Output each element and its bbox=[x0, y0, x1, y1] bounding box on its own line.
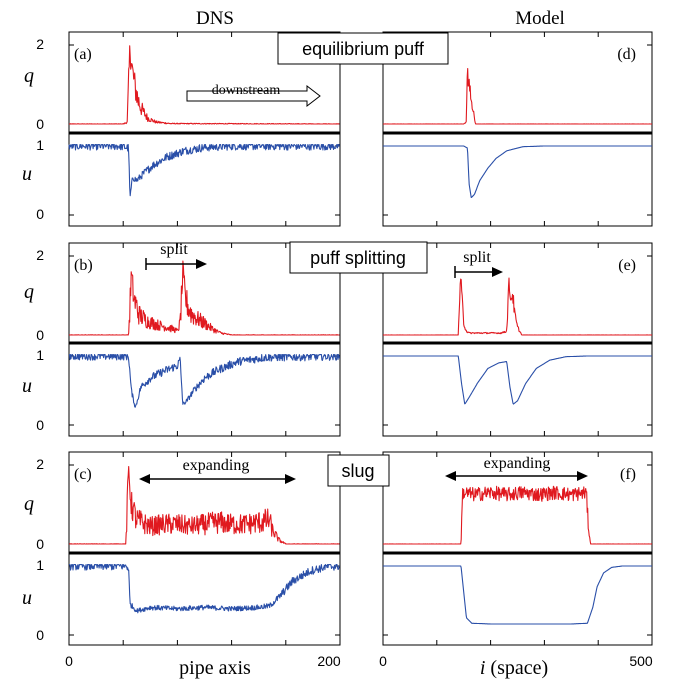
q-curve-d bbox=[382, 67, 653, 125]
expanding-arrow-right bbox=[445, 471, 588, 481]
row-label-slug: slug bbox=[341, 461, 374, 481]
u-tick-0-row2: 0 bbox=[36, 417, 44, 433]
u-curve-c bbox=[68, 564, 341, 614]
panel-frame-d bbox=[382, 31, 653, 227]
panel-letter-a: (a) bbox=[74, 46, 92, 63]
row-label-equilibrium-puff: equilibrium puff bbox=[302, 39, 425, 59]
panel-letter-e: (e) bbox=[618, 257, 636, 274]
q-curve-b bbox=[68, 260, 340, 336]
row-label-box-slug bbox=[327, 454, 390, 487]
u-curve-b bbox=[68, 354, 341, 408]
split-arrow-left bbox=[145, 258, 207, 270]
row-label-box-puff-splitting bbox=[289, 241, 428, 274]
x-tick-right-500: 500 bbox=[629, 653, 653, 669]
x-axis-label-space: i (space) bbox=[480, 657, 548, 679]
downstream-label: downstream bbox=[212, 83, 281, 98]
expanding-label-left: expanding bbox=[183, 457, 250, 474]
u-curve-f bbox=[382, 565, 653, 625]
u-tick-1-row1: 1 bbox=[36, 137, 44, 153]
split-label-right: split bbox=[463, 249, 491, 266]
panel-letter-d: (d) bbox=[617, 46, 636, 63]
u-axis-label-row3: u bbox=[22, 587, 32, 609]
split-arrow-right bbox=[454, 266, 503, 278]
panel-frame-b bbox=[68, 242, 341, 437]
q-curve-f bbox=[382, 485, 653, 545]
panel-letter-b: (b) bbox=[74, 257, 93, 274]
downstream-arrow bbox=[186, 84, 321, 108]
column-title-model: Model bbox=[515, 8, 565, 29]
x-axis-label-pipe-axis: pipe axis bbox=[179, 657, 251, 679]
q-curve-c bbox=[68, 465, 340, 545]
q-curve-a bbox=[68, 45, 340, 125]
x-axis-label-i: i bbox=[480, 657, 486, 679]
panel-frame-c bbox=[68, 451, 341, 646]
panel-letter-c: (c) bbox=[74, 466, 92, 483]
q-axis-label-row1: q bbox=[24, 65, 34, 87]
panel-frame-f bbox=[382, 451, 653, 646]
expanding-arrow-left bbox=[139, 474, 296, 484]
panel-frame-a bbox=[68, 31, 341, 227]
x-tick-left-200: 200 bbox=[317, 653, 341, 669]
row-label-puff-splitting: puff splitting bbox=[310, 248, 406, 268]
u-curve-e bbox=[382, 355, 653, 405]
x-tick-left-0: 0 bbox=[65, 653, 73, 669]
split-label-left: split bbox=[160, 241, 188, 258]
row-label-box-equilibrium-puff bbox=[277, 32, 449, 65]
column-title-dns: DNS bbox=[196, 8, 234, 29]
x-axis-label-space-rest: (space) bbox=[485, 657, 548, 679]
q-axis-label-row2: q bbox=[24, 281, 34, 303]
u-tick-1-row3: 1 bbox=[36, 557, 44, 573]
panel-letter-f: (f) bbox=[620, 466, 636, 483]
q-tick-2-row2: 2 bbox=[36, 247, 44, 263]
u-axis-label-row2: u bbox=[22, 375, 32, 397]
panel-frame-e bbox=[382, 242, 653, 437]
u-tick-0-row1: 0 bbox=[36, 206, 44, 222]
expanding-label-right: expanding bbox=[484, 455, 551, 472]
q-tick-2-row1: 2 bbox=[36, 36, 44, 52]
u-axis-label-row1: u bbox=[22, 163, 32, 185]
q-tick-0-row1: 0 bbox=[36, 116, 44, 132]
x-tick-right-0: 0 bbox=[379, 653, 387, 669]
u-tick-0-row3: 0 bbox=[36, 627, 44, 643]
q-axis-label-row3: q bbox=[24, 493, 34, 515]
u-curve-d bbox=[382, 145, 653, 198]
q-curve-e bbox=[382, 277, 653, 336]
q-tick-0-row3: 0 bbox=[36, 536, 44, 552]
q-tick-2-row3: 2 bbox=[36, 456, 44, 472]
plots-layer bbox=[68, 31, 653, 646]
u-curve-a bbox=[68, 144, 341, 197]
u-tick-1-row2: 1 bbox=[36, 347, 44, 363]
q-tick-0-row2: 0 bbox=[36, 327, 44, 343]
